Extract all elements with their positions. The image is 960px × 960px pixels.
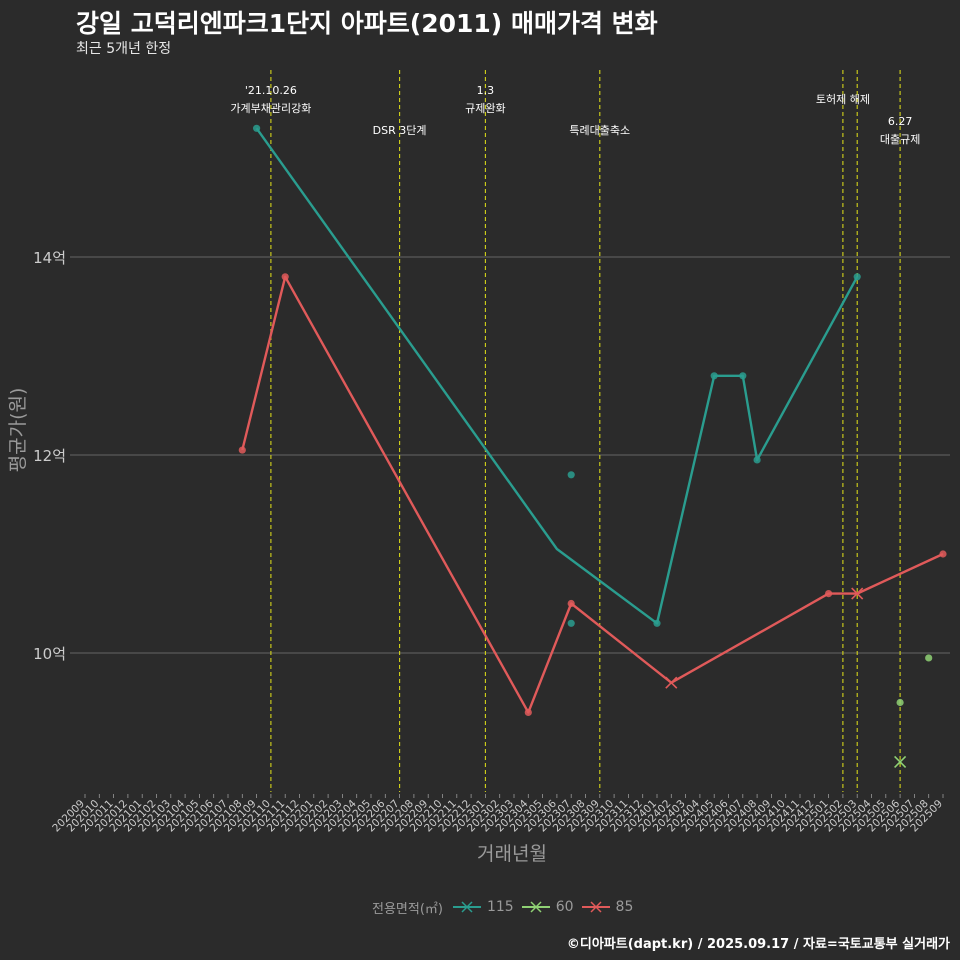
x-axis-title: 거래년월 [477,843,547,865]
data-point-85 [281,273,289,281]
data-point-85 [567,599,575,608]
legend-item-60: 60 [521,897,574,917]
data-point-60 [896,698,904,707]
event-label: 특례대출축소 [569,124,630,137]
event-label: 규제완화 [465,102,505,115]
series-line-85 [241,275,944,714]
cross-stroke [665,676,678,689]
event-label: DSR 3단계 [373,124,427,137]
data-point-60 [925,654,933,662]
data-point-85 [238,446,246,454]
data-point-85 [939,550,947,558]
legend-item-115: 115 [452,897,514,917]
data-point-115 [853,273,861,281]
data-point-115 [567,619,575,627]
data-point-115 [567,471,575,479]
y-tick-label: 10억 [33,645,66,663]
cross-point-85 [851,587,864,600]
series-line-115 [255,127,859,625]
legend-label-60: 60 [555,899,574,915]
event-label: 토허제 해제 [816,92,870,106]
event-label: 6.27 [888,115,913,128]
data-point-115 [753,456,761,464]
y-tick-label: 12억 [33,447,66,465]
event-label: 1.3 [477,84,495,97]
chart-subtitle: 최근 5개년 한정 [76,41,172,57]
data-point-115 [710,372,718,380]
data-point-115 [653,619,661,627]
legend-item-85: 85 [581,897,634,917]
y-tick-label: 14억 [33,249,66,267]
legend-title: 전용면적(㎡) [372,901,443,917]
chart-title: 강일 고덕리엔파크1단지 아파트(2011) 매매가격 변화 [76,9,658,38]
event-label: 가계부채관리강화 [230,102,311,115]
legend-key-85-icon [581,901,610,913]
legend-key-115-icon [452,901,481,913]
data-point-85 [825,590,833,598]
legend-key-60-icon [521,901,550,913]
event-label: 대출규제 [880,133,920,146]
cross-stroke [851,587,864,600]
legend-label-115: 115 [486,899,514,915]
legend-label-85: 85 [615,899,634,915]
event-label: '21.10.26 [245,84,297,97]
source-caption: ©디아파트(dapt.kr) / 2025.09.17 / 자료=국토교통부 실… [566,937,950,952]
data-point-115 [253,124,261,132]
cross-stroke [894,755,907,768]
data-point-115 [739,372,747,380]
legend: 전용면적(㎡) 115 60 85 [372,896,641,918]
cross-point-60 [894,755,907,768]
y-axis-title: 평균가(원) [7,388,29,473]
data-point-85 [524,708,532,717]
cross-point-85 [665,676,678,689]
